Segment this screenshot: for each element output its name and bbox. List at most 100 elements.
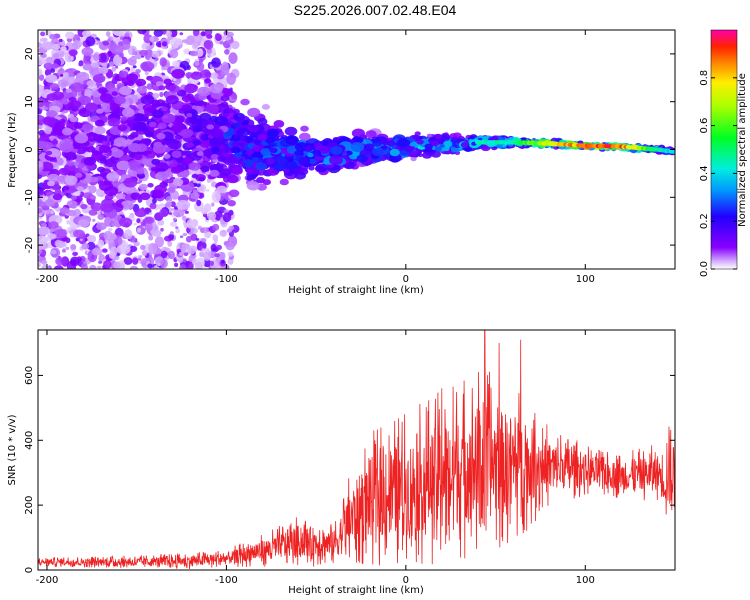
heatmap-blob	[159, 91, 164, 98]
heatmap-blob	[284, 126, 298, 136]
heatmap-blob	[181, 215, 187, 221]
heatmap-blob	[155, 162, 169, 172]
heatmap-blob	[45, 56, 55, 64]
heatmap-blob	[190, 233, 198, 241]
heatmap-blob	[226, 174, 239, 184]
heatmap-blob	[144, 71, 149, 76]
heatmap-blob	[285, 135, 299, 145]
x-tick-label: 0	[403, 575, 409, 586]
heatmap-blob	[168, 212, 173, 215]
heatmap-blob	[247, 107, 261, 118]
heatmap-blob	[182, 258, 187, 263]
heatmap-blob	[172, 178, 184, 187]
heatmap-blob	[38, 68, 43, 76]
heatmap-blob	[198, 58, 204, 64]
heatmap-blob	[201, 37, 206, 42]
heatmap-blob	[109, 61, 114, 67]
heatmap-blob	[233, 152, 242, 159]
heatmap-blob	[203, 258, 211, 268]
heatmap-blob	[92, 74, 106, 84]
heatmap-blob	[299, 132, 311, 141]
heatmap-blob	[85, 36, 96, 47]
heatmap-blob	[86, 241, 96, 251]
heatmap-blob	[200, 227, 209, 234]
heatmap-blob	[215, 214, 219, 219]
heatmap-blob	[119, 218, 126, 223]
heatmap-blob	[149, 202, 157, 210]
heatmap-blob	[265, 136, 275, 144]
heatmap-blob	[204, 231, 212, 239]
heatmap-blob	[132, 257, 139, 265]
heatmap-blob	[170, 37, 180, 49]
heatmap-blob	[38, 249, 42, 254]
heatmap-blob	[55, 240, 66, 248]
heatmap-blob	[85, 145, 95, 153]
heatmap-blob	[207, 211, 217, 221]
heatmap-blob	[59, 142, 74, 153]
heatmap-blob	[215, 244, 222, 251]
heatmap-blob	[160, 227, 164, 232]
heatmap-blob	[109, 233, 117, 240]
heatmap-blob	[76, 71, 90, 82]
heatmap-blob	[188, 162, 201, 171]
heatmap-blob	[82, 123, 94, 132]
heatmap-blob	[209, 83, 224, 94]
heatmap-blob	[165, 201, 173, 207]
y-tick-label: 0	[24, 567, 35, 573]
x-tick-label: -100	[215, 575, 238, 586]
heatmap-blob	[211, 57, 221, 68]
heatmap-blob	[220, 95, 230, 102]
heatmap-blob	[58, 167, 70, 176]
heatmap-blob	[38, 207, 43, 214]
heatmap-blob	[38, 97, 46, 108]
heatmap-blob	[496, 143, 503, 149]
heatmap-blob	[167, 240, 173, 247]
heatmap-blob	[223, 109, 229, 114]
heatmap-blob	[135, 78, 147, 87]
heatmap-blob	[371, 136, 380, 143]
heatmap-blob	[354, 137, 364, 144]
heatmap-blob	[169, 231, 174, 235]
heatmap-blob	[198, 176, 205, 182]
heatmap-blob	[167, 187, 176, 194]
x-tick-label: -100	[215, 274, 238, 285]
heatmap-blob	[97, 180, 105, 186]
heatmap-blob	[128, 160, 139, 168]
heatmap-blob	[220, 168, 232, 177]
heatmap-blob	[140, 95, 155, 105]
heatmap-blob	[76, 256, 82, 262]
heatmap-blob	[233, 123, 240, 128]
heatmap-blob	[250, 124, 257, 130]
heatmap-blob	[213, 77, 219, 83]
heatmap-blob	[308, 158, 317, 165]
heatmap-blob	[45, 86, 49, 89]
heatmap-blob	[210, 153, 219, 160]
heatmap-blob	[202, 251, 212, 262]
heatmap-blob	[110, 246, 118, 257]
heatmap-blob	[114, 96, 126, 105]
heatmap-blob	[117, 124, 128, 132]
colorbar-tick-label: 0.0	[699, 261, 710, 277]
heatmap-blob	[287, 157, 294, 163]
heatmap-blob	[169, 30, 178, 38]
heatmap-blob	[107, 117, 121, 127]
heatmap-blob	[226, 31, 234, 38]
heatmap-blob	[223, 155, 238, 166]
heatmap-blob	[154, 173, 162, 179]
heatmap-blob	[190, 227, 198, 234]
heatmap-blob	[212, 234, 219, 242]
y-tick-label: 200	[24, 496, 35, 515]
heatmap-blob	[176, 89, 187, 97]
heatmap-blob	[171, 150, 182, 158]
heatmap-blob	[72, 251, 78, 256]
heatmap-blob	[41, 265, 49, 269]
heatmap-blob	[65, 246, 70, 250]
x-tick-label: 100	[576, 575, 595, 586]
heatmap-blob	[112, 30, 127, 36]
heatmap-blob	[180, 247, 186, 253]
heatmap-blob	[245, 149, 254, 156]
heatmap-blob	[185, 235, 192, 243]
heatmap-blob	[255, 162, 267, 171]
heatmap-blob	[70, 100, 82, 109]
